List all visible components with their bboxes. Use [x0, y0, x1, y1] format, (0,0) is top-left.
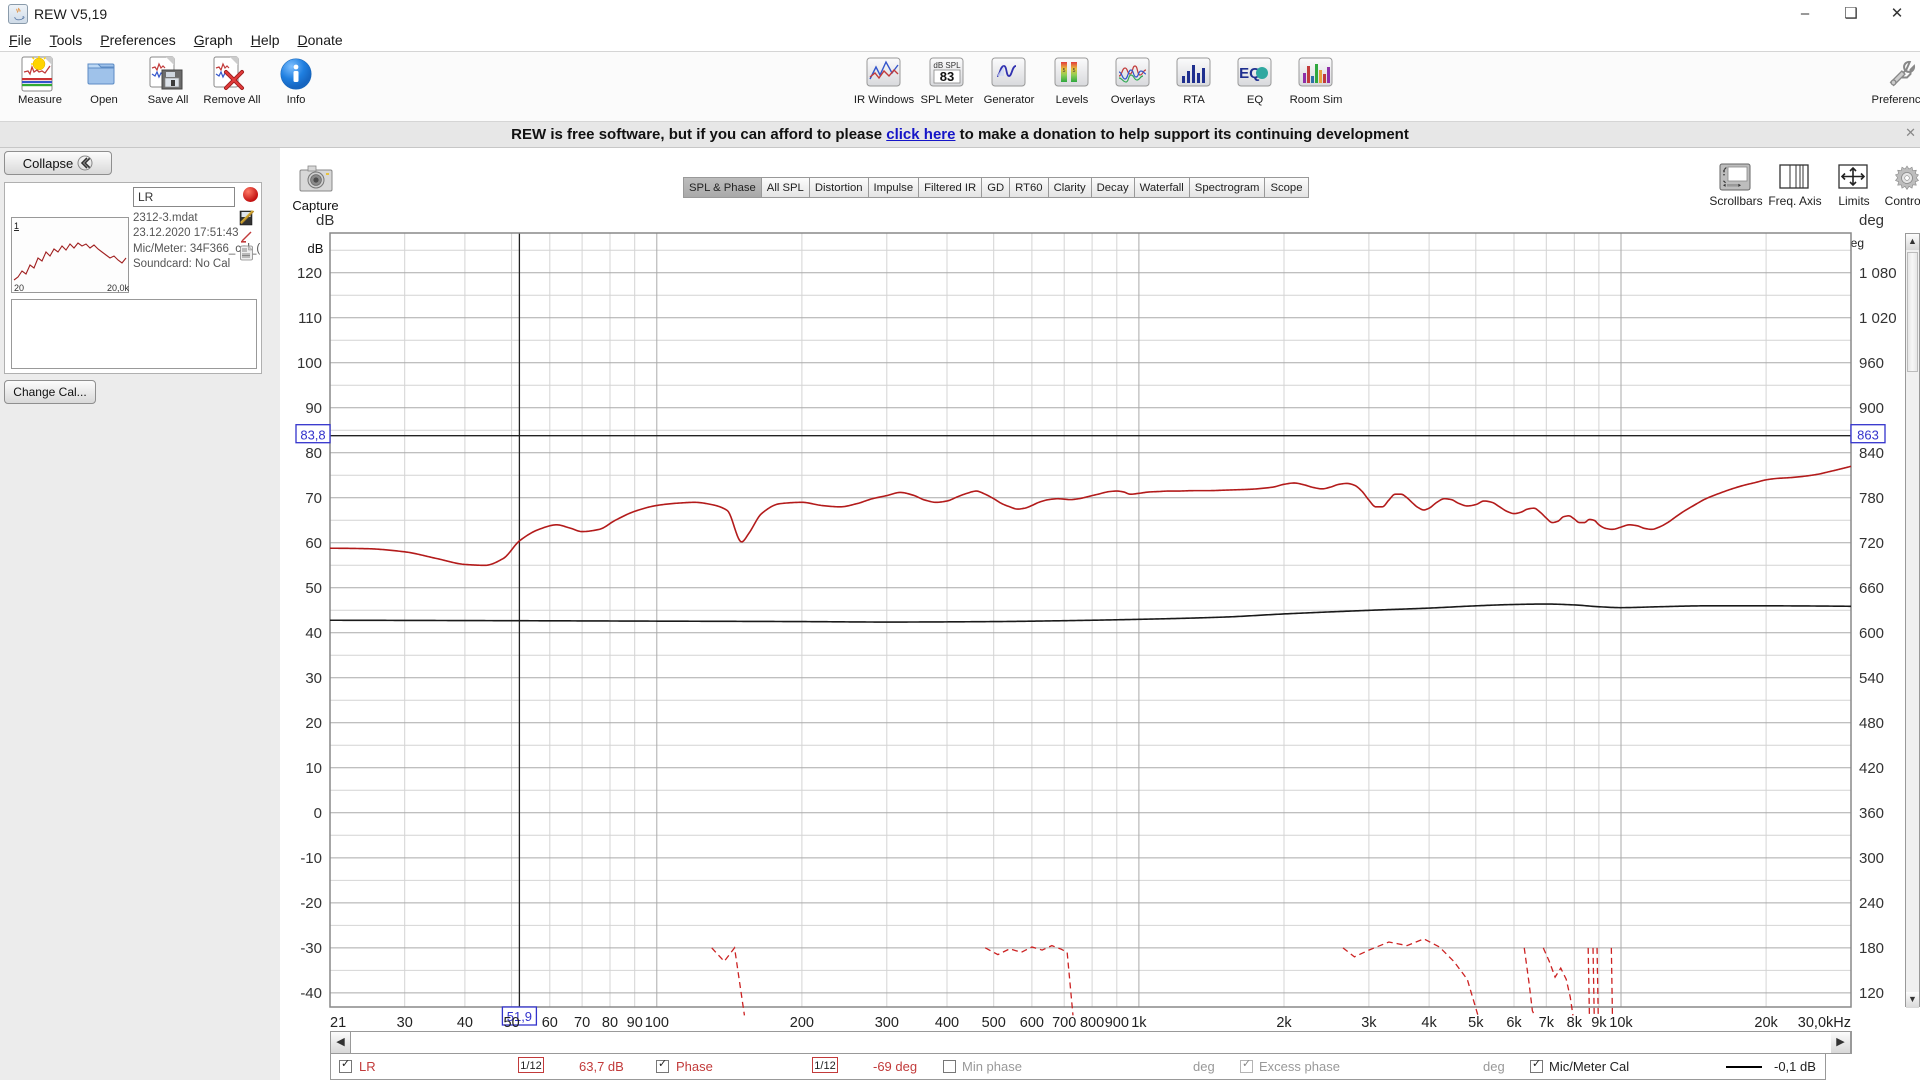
svg-text:70: 70 — [574, 1015, 590, 1031]
svg-text:180: 180 — [1859, 940, 1884, 957]
svg-text:600: 600 — [1859, 625, 1884, 642]
svg-text:20: 20 — [305, 715, 322, 732]
svg-text:3k: 3k — [1361, 1015, 1377, 1031]
svg-text:80: 80 — [305, 445, 322, 462]
svg-text:40: 40 — [305, 625, 322, 642]
svg-text:30: 30 — [397, 1015, 413, 1031]
svg-text:4k: 4k — [1421, 1015, 1437, 1031]
svg-text:700: 700 — [1052, 1015, 1076, 1031]
svg-text:800: 800 — [1080, 1015, 1104, 1031]
svg-text:120: 120 — [297, 265, 322, 282]
svg-text:-20: -20 — [300, 895, 322, 912]
svg-text:50: 50 — [305, 580, 322, 597]
svg-text:30: 30 — [305, 670, 322, 687]
svg-text:863: 863 — [1857, 428, 1879, 443]
svg-text:540: 540 — [1859, 670, 1884, 687]
svg-text:100: 100 — [645, 1015, 669, 1031]
svg-text:420: 420 — [1859, 760, 1884, 777]
svg-text:7k: 7k — [1539, 1015, 1555, 1031]
svg-text:1 080: 1 080 — [1859, 265, 1897, 282]
svg-text:240: 240 — [1859, 895, 1884, 912]
svg-text:83,8: 83,8 — [300, 428, 325, 443]
svg-text:5k: 5k — [1468, 1015, 1484, 1031]
svg-text:1 020: 1 020 — [1859, 310, 1897, 327]
svg-text:960: 960 — [1859, 355, 1884, 372]
svg-text:900: 900 — [1859, 400, 1884, 417]
svg-text:360: 360 — [1859, 805, 1884, 822]
svg-text:40: 40 — [457, 1015, 473, 1031]
svg-text:300: 300 — [1859, 850, 1884, 867]
svg-text:70: 70 — [305, 490, 322, 507]
svg-text:300: 300 — [875, 1015, 899, 1031]
svg-text:90: 90 — [627, 1015, 643, 1031]
svg-text:dB: dB — [316, 212, 334, 229]
svg-text:9k: 9k — [1591, 1015, 1607, 1031]
svg-text:90: 90 — [305, 400, 322, 417]
svg-text:120: 120 — [1859, 985, 1884, 1002]
svg-text:0: 0 — [314, 805, 322, 822]
svg-text:10k: 10k — [1609, 1015, 1633, 1031]
svg-text:500: 500 — [982, 1015, 1006, 1031]
svg-text:60: 60 — [305, 535, 322, 552]
svg-text:840: 840 — [1859, 445, 1884, 462]
svg-text:900: 900 — [1105, 1015, 1129, 1031]
svg-text:660: 660 — [1859, 580, 1884, 597]
svg-text:780: 780 — [1859, 490, 1884, 507]
svg-text:8k: 8k — [1567, 1015, 1583, 1031]
svg-text:200: 200 — [790, 1015, 814, 1031]
svg-text:80: 80 — [602, 1015, 618, 1031]
svg-text:10: 10 — [305, 760, 322, 777]
svg-text:2k: 2k — [1276, 1015, 1292, 1031]
svg-text:21: 21 — [330, 1015, 346, 1031]
svg-text:6k: 6k — [1506, 1015, 1522, 1031]
svg-text:110: 110 — [298, 310, 322, 327]
svg-text:1k: 1k — [1131, 1015, 1147, 1031]
svg-text:600: 600 — [1020, 1015, 1044, 1031]
svg-text:-30: -30 — [300, 940, 322, 957]
svg-text:50: 50 — [504, 1015, 520, 1031]
svg-text:480: 480 — [1859, 715, 1884, 732]
svg-text:60: 60 — [542, 1015, 558, 1031]
svg-text:-40: -40 — [300, 985, 322, 1002]
svg-text:100: 100 — [297, 355, 322, 372]
svg-text:-10: -10 — [300, 850, 322, 867]
svg-text:720: 720 — [1859, 535, 1884, 552]
svg-text:20k: 20k — [1754, 1015, 1778, 1031]
svg-text:400: 400 — [935, 1015, 959, 1031]
svg-text:deg: deg — [1859, 212, 1884, 229]
svg-text:30,0kHz: 30,0kHz — [1798, 1015, 1851, 1031]
